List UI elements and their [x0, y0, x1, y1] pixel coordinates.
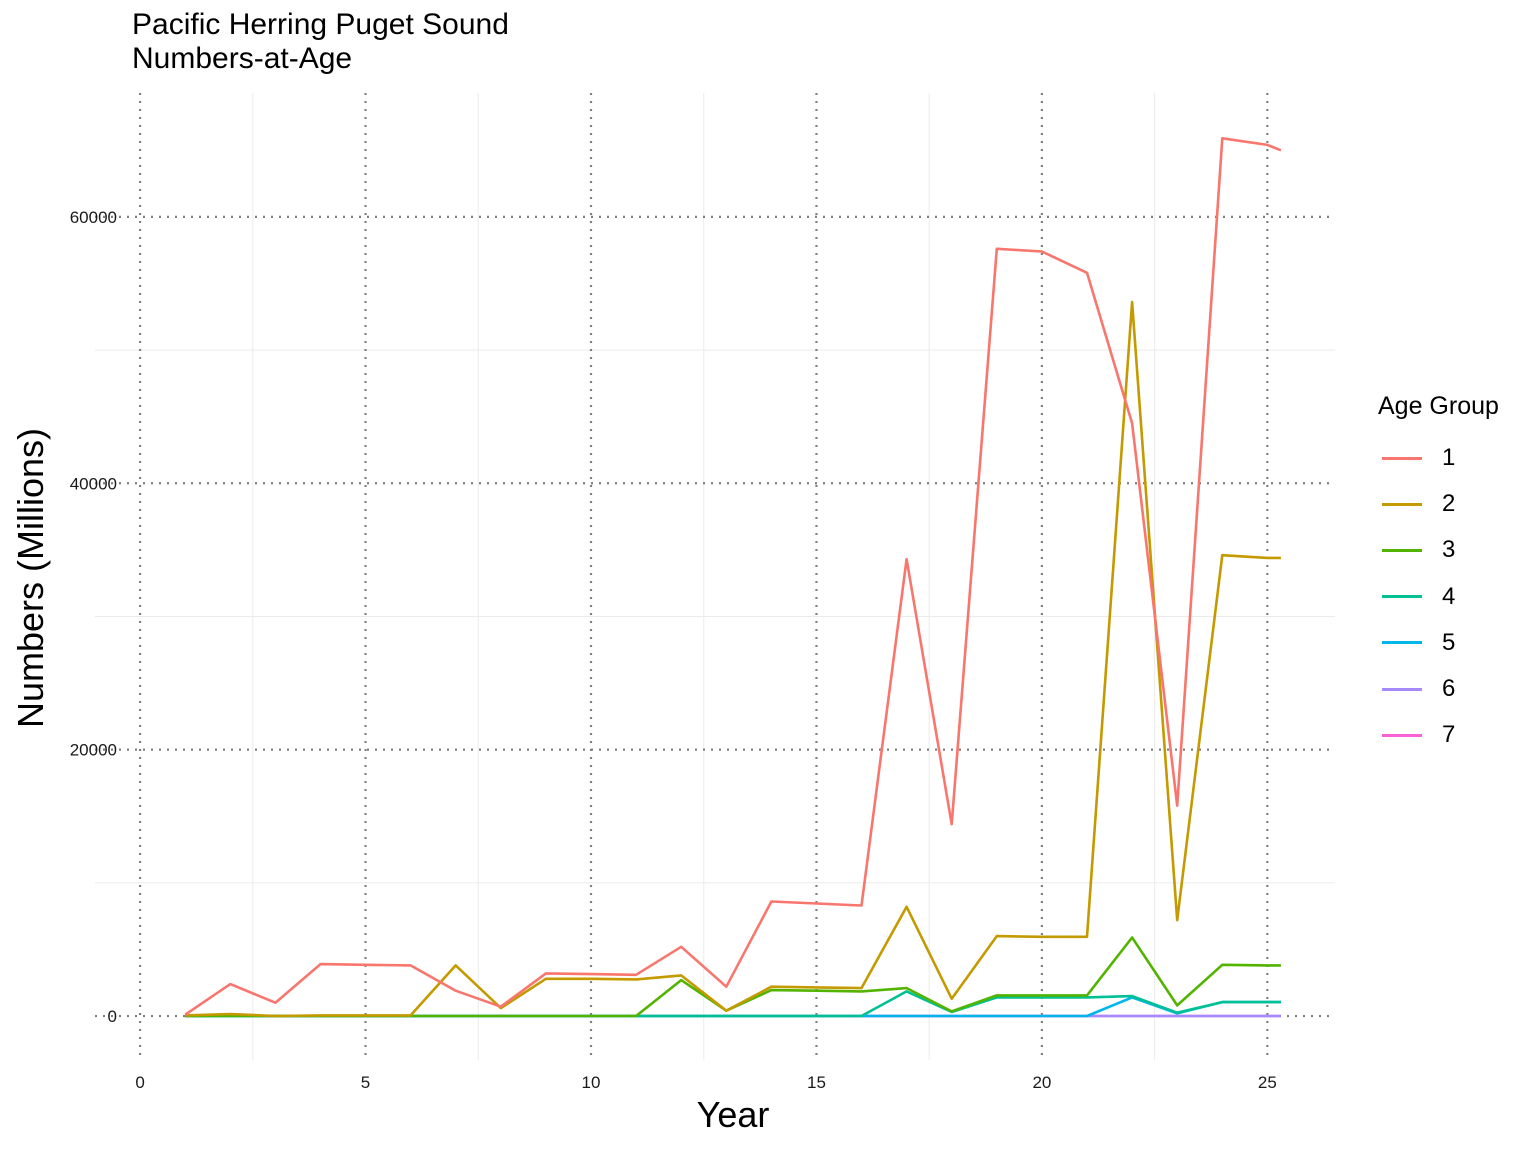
legend-item-age-5: 5	[1378, 620, 1499, 666]
x-tick-label: 10	[582, 1073, 601, 1092]
chart-title: Pacific Herring Puget Sound	[132, 8, 509, 41]
legend-swatch	[1382, 641, 1422, 645]
chart-title-block: Pacific Herring Puget Sound Numbers-at-A…	[132, 8, 509, 76]
y-axis-label: Numbers (Millions)	[10, 428, 51, 728]
legend-swatch	[1382, 456, 1422, 460]
legend-swatch	[1382, 687, 1422, 691]
x-tick-label: 20	[1032, 1073, 1051, 1092]
legend-swatch	[1382, 502, 1422, 506]
legend-label: 1	[1442, 444, 1456, 472]
legend-swatch	[1382, 548, 1422, 552]
x-tick-label: 25	[1258, 1073, 1277, 1092]
series-line-age-2	[185, 300, 1281, 1018]
legend-label: 2	[1442, 490, 1456, 518]
legend-label: 5	[1442, 628, 1456, 656]
y-tick-label: 20000	[70, 741, 117, 760]
x-tick-label: 5	[361, 1073, 370, 1092]
series-line-age-1	[184, 137, 1282, 1016]
legend-label: 6	[1442, 675, 1456, 703]
legend-swatch	[1382, 595, 1422, 599]
legend: Age Group 1 2 3 4 5 6 7	[1378, 392, 1499, 758]
x-axis-label: Year	[697, 1094, 770, 1135]
legend-item-age-4: 4	[1378, 574, 1499, 620]
x-tick-label: 15	[807, 1073, 826, 1092]
x-axis-tick-labels: 0 5 10 15 20 25	[135, 1073, 1276, 1092]
legend-item-age-3: 3	[1378, 527, 1499, 573]
legend-item-age-1: 1	[1378, 435, 1499, 481]
legend-label: 7	[1442, 721, 1456, 749]
legend-swatch	[1382, 733, 1422, 737]
legend-item-age-2: 2	[1378, 481, 1499, 527]
legend-item-age-6: 6	[1378, 666, 1499, 712]
legend-title: Age Group	[1378, 392, 1499, 420]
chart-subtitle: Numbers-at-Age	[132, 42, 353, 75]
y-tick-label: 0	[108, 1007, 117, 1026]
y-tick-label: 40000	[70, 474, 117, 493]
legend-label: 4	[1442, 582, 1456, 610]
series-lines	[184, 137, 1282, 1018]
legend-label: 3	[1442, 536, 1456, 564]
x-tick-label: 0	[135, 1073, 144, 1092]
legend-items: 1 2 3 4 5 6 7	[1378, 435, 1499, 758]
y-tick-label: 60000	[70, 208, 117, 227]
y-axis-tick-labels: 0 20000 40000 60000	[70, 208, 117, 1026]
legend-item-age-7: 7	[1378, 712, 1499, 758]
